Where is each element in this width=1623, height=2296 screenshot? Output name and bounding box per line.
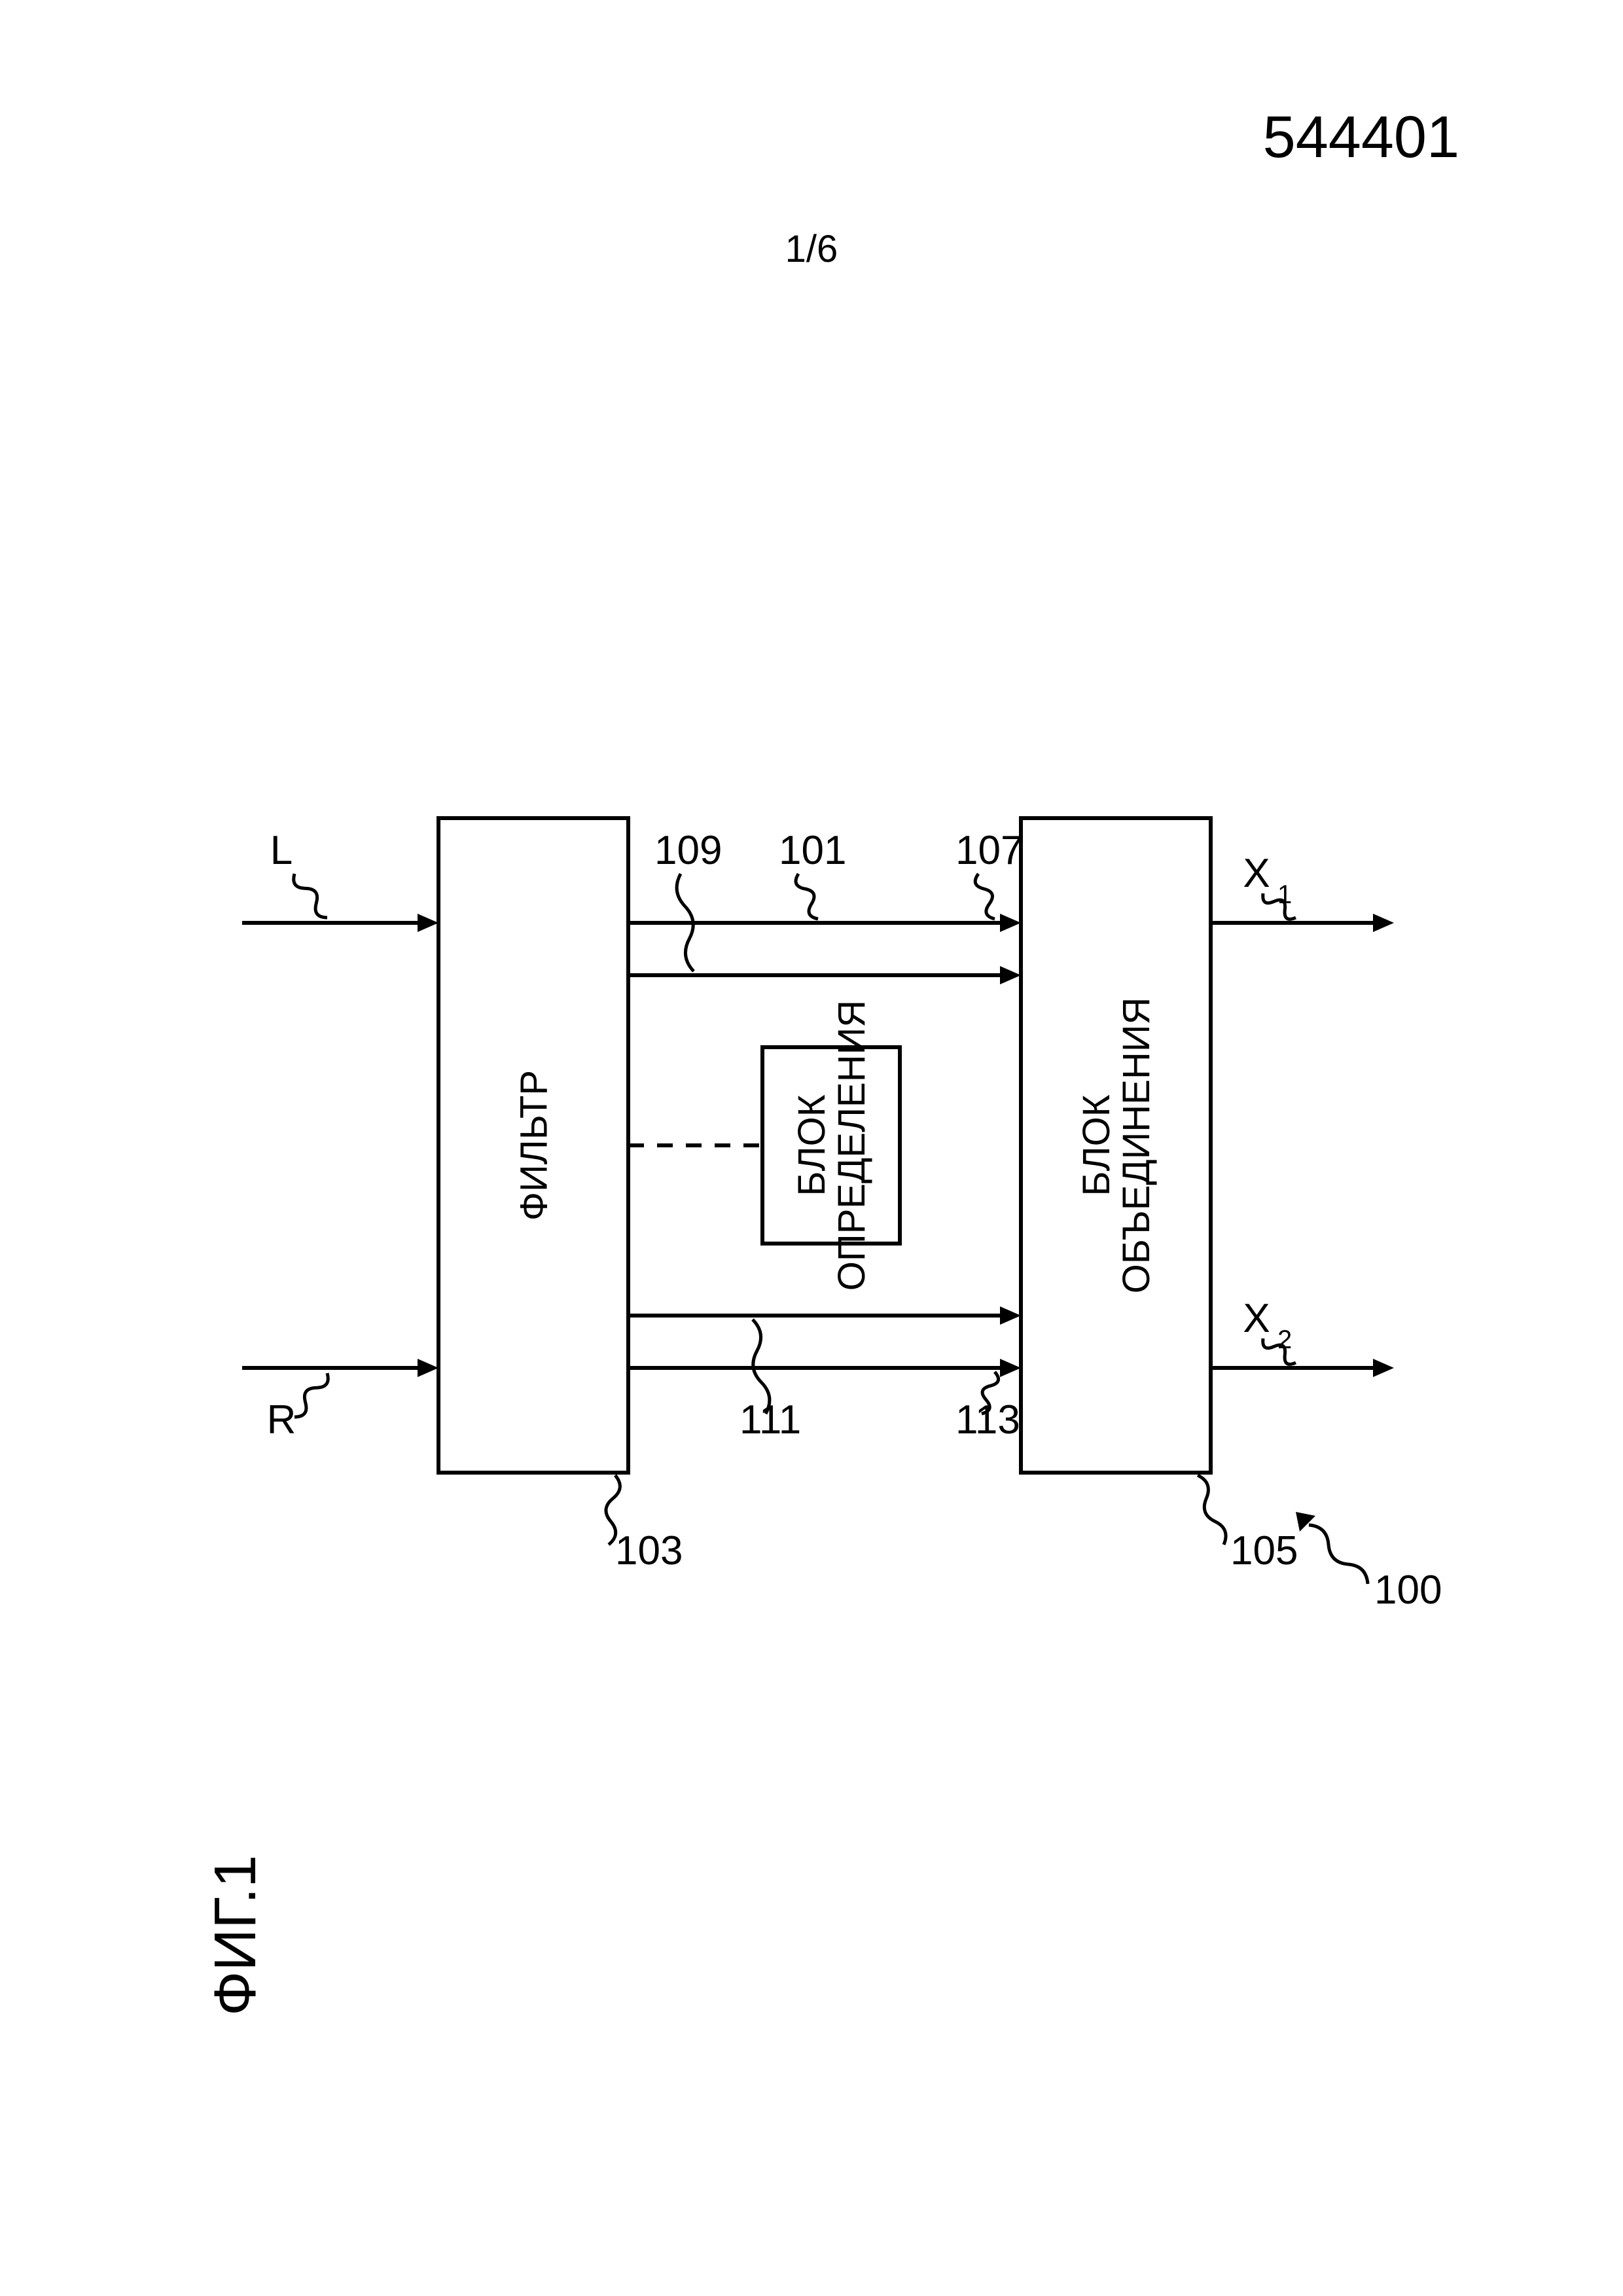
lead-107: [975, 874, 995, 919]
svg-text:БЛОК: БЛОК: [1075, 1094, 1118, 1196]
svg-text:ОПРЕДЕЛЕНИЯ: ОПРЕДЕЛЕНИЯ: [830, 1000, 873, 1291]
output-0-arrow: [1211, 914, 1394, 932]
output-1-arrow: [1211, 1359, 1394, 1377]
block-filter-label: ФИЛЬТР: [512, 1070, 555, 1221]
input-R-label: R: [267, 1397, 296, 1443]
input-L-arrow: [242, 914, 438, 932]
ref-105: 105: [1230, 1528, 1298, 1573]
lead-105: [1198, 1475, 1226, 1545]
doc-number: 544401: [1263, 105, 1459, 170]
input-R-arrow: [242, 1359, 438, 1377]
block-det-label: БЛОКОПРЕДЕЛЕНИЯ: [791, 1000, 873, 1291]
ref-100: 100: [1374, 1568, 1442, 1613]
input-L-label: L: [270, 828, 293, 873]
svg-text:ФИЛЬТР: ФИЛЬТР: [512, 1070, 555, 1221]
lead-100-head: [1296, 1512, 1315, 1532]
page-indicator: 1/6: [785, 228, 838, 270]
ref-103: 103: [615, 1528, 683, 1573]
ref-101: 101: [779, 828, 846, 873]
lead-L: [294, 874, 327, 918]
lead-100: [1309, 1525, 1368, 1584]
ref-109: 109: [654, 828, 722, 873]
svg-text:ОБЪЕДИНЕНИЯ: ОБЪЕДИНЕНИЯ: [1115, 997, 1158, 1294]
mid-arrow-1: [628, 966, 1021, 984]
figure-label: ФИГ.1: [203, 1855, 268, 2016]
lead-101: [796, 874, 818, 919]
svg-text:ФИГ.1: ФИГ.1: [203, 1855, 268, 2016]
mid-arrow-0: [628, 914, 1021, 932]
svg-text:X: X: [1243, 851, 1270, 896]
mid-arrow-2: [628, 1306, 1021, 1325]
block-combine: БЛОКОБЪЕДИНЕНИЯ: [1021, 818, 1211, 1473]
block-filter: ФИЛЬТР: [438, 818, 628, 1473]
svg-text:X: X: [1243, 1296, 1270, 1341]
block-det: БЛОКОПРЕДЕЛЕНИЯ: [762, 1000, 900, 1291]
ref-107: 107: [955, 828, 1023, 873]
lead-R: [294, 1373, 328, 1417]
mid-arrow-3: [628, 1359, 1021, 1377]
svg-text:БЛОК: БЛОК: [791, 1094, 833, 1196]
